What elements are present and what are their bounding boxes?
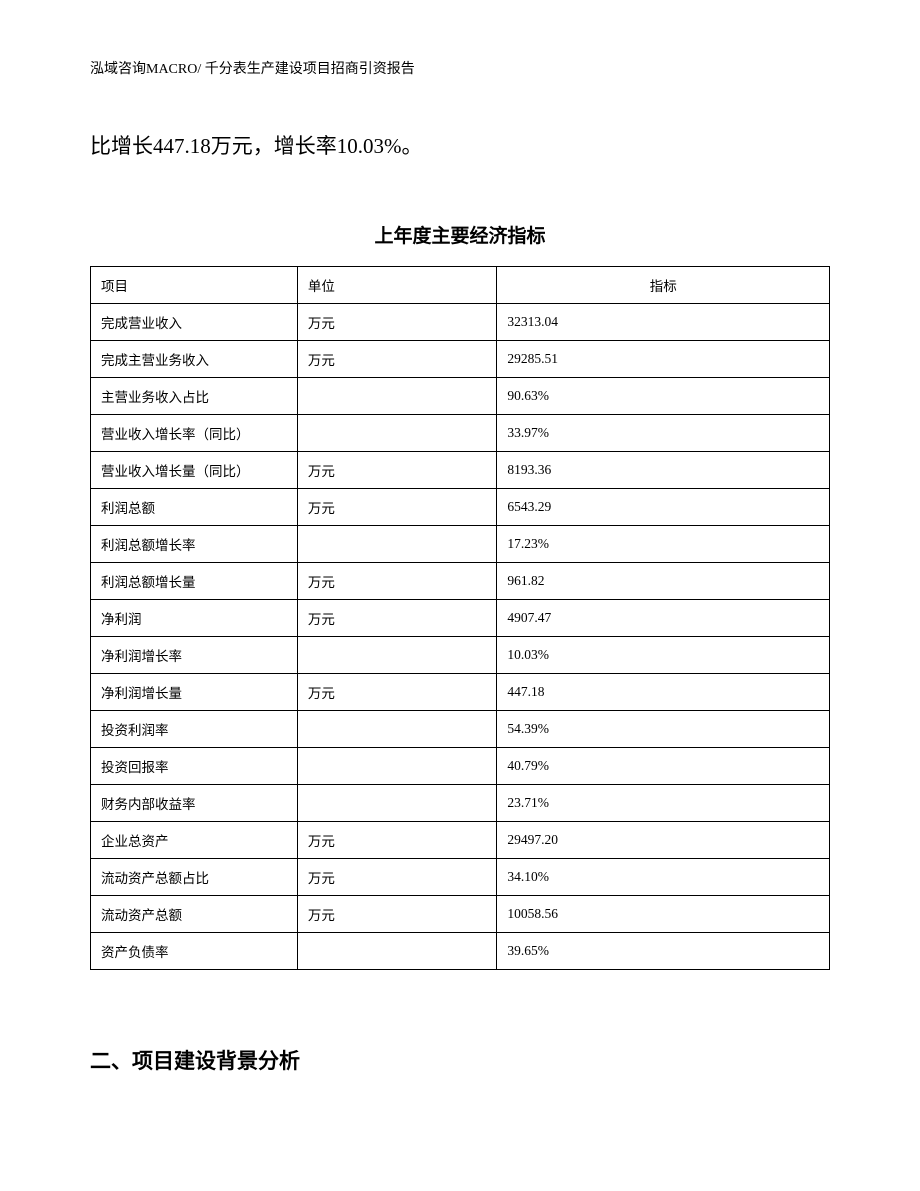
cell-unit [297, 414, 497, 451]
table-row: 企业总资产万元29497.20 [91, 821, 830, 858]
cell-value: 447.18 [497, 673, 830, 710]
document-header: 泓域咨询MACRO/ 千分表生产建设项目招商引资报告 [90, 58, 830, 78]
intro-paragraph: 比增长447.18万元，增长率10.03%。 [90, 128, 830, 166]
table-row: 完成营业收入万元32313.04 [91, 303, 830, 340]
table-row: 净利润增长率 10.03% [91, 636, 830, 673]
cell-unit: 万元 [297, 340, 497, 377]
cell-item: 营业收入增长量（同比） [91, 451, 298, 488]
column-header-unit: 单位 [297, 266, 497, 303]
cell-unit [297, 377, 497, 414]
table-row: 净利润万元4907.47 [91, 599, 830, 636]
cell-item: 财务内部收益率 [91, 784, 298, 821]
cell-unit [297, 932, 497, 969]
cell-item: 流动资产总额 [91, 895, 298, 932]
cell-unit [297, 525, 497, 562]
cell-value: 23.71% [497, 784, 830, 821]
table-row: 资产负债率 39.65% [91, 932, 830, 969]
column-header-value: 指标 [497, 266, 830, 303]
cell-unit [297, 636, 497, 673]
cell-item: 净利润增长量 [91, 673, 298, 710]
table-row: 营业收入增长率（同比） 33.97% [91, 414, 830, 451]
cell-value: 29285.51 [497, 340, 830, 377]
cell-unit: 万元 [297, 599, 497, 636]
cell-value: 961.82 [497, 562, 830, 599]
cell-value: 40.79% [497, 747, 830, 784]
cell-item: 利润总额 [91, 488, 298, 525]
table-row: 利润总额万元6543.29 [91, 488, 830, 525]
cell-item: 净利润增长率 [91, 636, 298, 673]
table-row: 主营业务收入占比 90.63% [91, 377, 830, 414]
table-row: 净利润增长量万元447.18 [91, 673, 830, 710]
cell-unit: 万元 [297, 673, 497, 710]
cell-value: 10.03% [497, 636, 830, 673]
table-row: 营业收入增长量（同比）万元8193.36 [91, 451, 830, 488]
cell-value: 33.97% [497, 414, 830, 451]
table-row: 投资回报率 40.79% [91, 747, 830, 784]
cell-unit: 万元 [297, 858, 497, 895]
cell-value: 54.39% [497, 710, 830, 747]
cell-unit: 万元 [297, 562, 497, 599]
table-row: 完成主营业务收入万元29285.51 [91, 340, 830, 377]
cell-unit [297, 747, 497, 784]
cell-value: 10058.56 [497, 895, 830, 932]
cell-item: 营业收入增长率（同比） [91, 414, 298, 451]
cell-unit: 万元 [297, 488, 497, 525]
table-row: 利润总额增长量万元961.82 [91, 562, 830, 599]
cell-unit: 万元 [297, 451, 497, 488]
table-row: 流动资产总额万元10058.56 [91, 895, 830, 932]
cell-value: 90.63% [497, 377, 830, 414]
table-row: 利润总额增长率 17.23% [91, 525, 830, 562]
cell-unit: 万元 [297, 303, 497, 340]
table-title: 上年度主要经济指标 [90, 221, 830, 248]
economic-indicators-table: 项目 单位 指标 完成营业收入万元32313.04完成主营业务收入万元29285… [90, 266, 830, 970]
cell-item: 投资回报率 [91, 747, 298, 784]
cell-item: 投资利润率 [91, 710, 298, 747]
cell-item: 利润总额增长率 [91, 525, 298, 562]
cell-value: 34.10% [497, 858, 830, 895]
cell-unit: 万元 [297, 821, 497, 858]
cell-value: 8193.36 [497, 451, 830, 488]
table-row: 流动资产总额占比万元34.10% [91, 858, 830, 895]
table-row: 投资利润率 54.39% [91, 710, 830, 747]
cell-unit [297, 784, 497, 821]
cell-unit [297, 710, 497, 747]
cell-item: 利润总额增长量 [91, 562, 298, 599]
cell-item: 流动资产总额占比 [91, 858, 298, 895]
table-row: 财务内部收益率 23.71% [91, 784, 830, 821]
section-heading: 二、项目建设背景分析 [90, 1045, 830, 1075]
table-header-row: 项目 单位 指标 [91, 266, 830, 303]
cell-item: 资产负债率 [91, 932, 298, 969]
cell-value: 17.23% [497, 525, 830, 562]
column-header-item: 项目 [91, 266, 298, 303]
cell-value: 39.65% [497, 932, 830, 969]
cell-item: 完成营业收入 [91, 303, 298, 340]
cell-value: 29497.20 [497, 821, 830, 858]
cell-unit: 万元 [297, 895, 497, 932]
cell-item: 完成主营业务收入 [91, 340, 298, 377]
cell-value: 32313.04 [497, 303, 830, 340]
cell-item: 净利润 [91, 599, 298, 636]
cell-item: 企业总资产 [91, 821, 298, 858]
cell-item: 主营业务收入占比 [91, 377, 298, 414]
cell-value: 4907.47 [497, 599, 830, 636]
cell-value: 6543.29 [497, 488, 830, 525]
